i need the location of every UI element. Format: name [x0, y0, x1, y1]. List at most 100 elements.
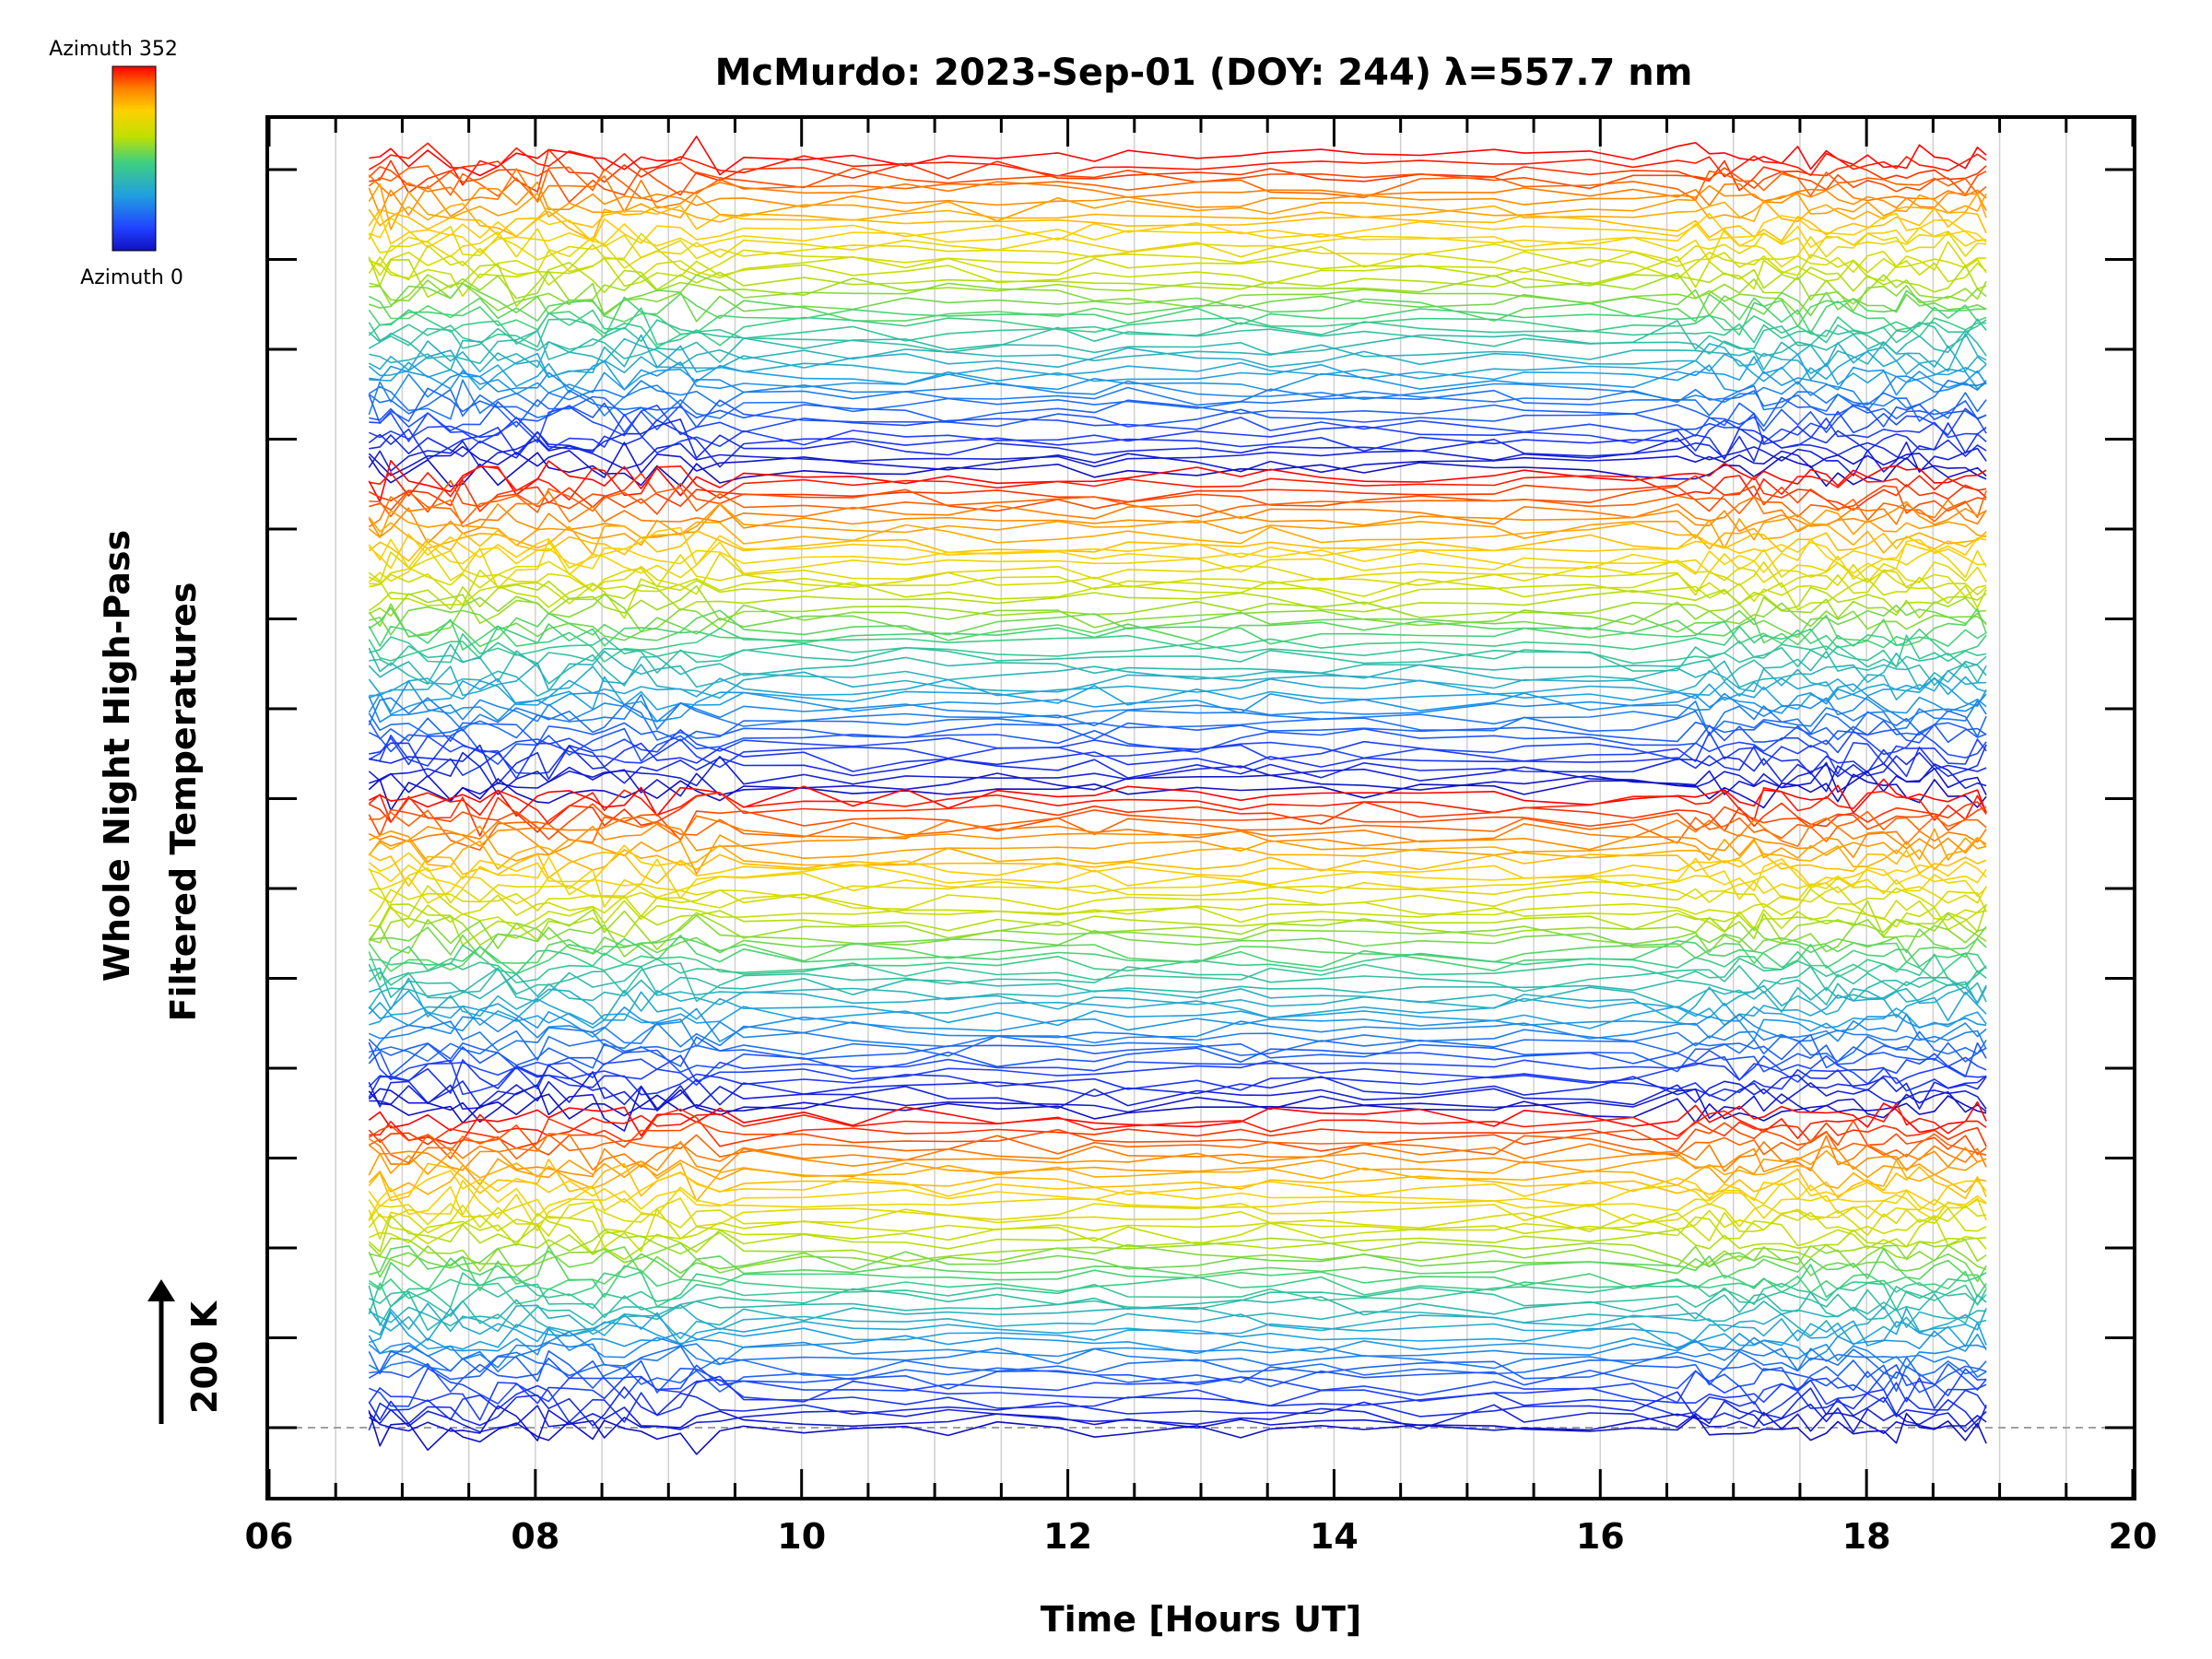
x-tick-label: 06	[245, 1516, 294, 1557]
series-line	[368, 1358, 1987, 1394]
series-line	[369, 361, 1987, 396]
series-line	[368, 676, 1987, 706]
x-tick-label: 20	[2109, 1516, 2158, 1557]
series-line	[369, 1030, 1987, 1063]
series-line	[368, 1159, 1987, 1202]
series-line	[368, 825, 1987, 875]
series-line	[368, 1065, 1987, 1110]
series-line	[368, 1345, 1987, 1379]
series-line	[369, 605, 1987, 641]
series-line	[368, 551, 1987, 598]
series-line	[368, 650, 1987, 697]
series-line	[369, 217, 1987, 253]
series-line	[368, 243, 1987, 286]
series-line	[368, 584, 1987, 624]
series-line	[368, 345, 1987, 391]
series-line	[369, 885, 1987, 921]
y-axis-title-line-2: Filtered Temperatures	[163, 582, 204, 1022]
series-line	[368, 1090, 1987, 1124]
series-line	[369, 353, 1987, 394]
series-line	[368, 500, 1987, 545]
series-line	[368, 1140, 1987, 1178]
series-line	[368, 1041, 1987, 1078]
series-line	[368, 1299, 1987, 1340]
series-line	[369, 909, 1987, 950]
series-line	[368, 371, 1987, 417]
series-line	[368, 1331, 1987, 1370]
series-line	[369, 900, 1987, 934]
series-line	[368, 1133, 1987, 1172]
series-line	[368, 787, 1987, 825]
colorbar-top-label: Azimuth 352	[49, 38, 178, 61]
scale-indicator: 200 K	[147, 1279, 225, 1424]
series-line	[368, 594, 1987, 638]
series-line	[368, 625, 1987, 663]
series-line	[368, 460, 1987, 502]
series-line	[368, 452, 1987, 488]
series-line	[368, 773, 1987, 811]
series-line	[368, 606, 1987, 648]
series-line	[368, 1003, 1987, 1042]
series-line	[368, 1400, 1987, 1433]
series-line	[369, 487, 1987, 524]
series-line	[368, 388, 1987, 422]
series-line	[368, 1212, 1987, 1255]
x-tick-label: 08	[511, 1516, 559, 1557]
series-line	[368, 867, 1987, 904]
series-line	[368, 953, 1987, 989]
series-line	[369, 641, 1987, 674]
series-line	[369, 925, 1987, 959]
series-line	[368, 580, 1987, 613]
series-line	[368, 849, 1987, 888]
series-line	[369, 990, 1987, 1030]
series-line	[368, 329, 1987, 365]
series-line	[368, 935, 1987, 981]
series-line	[368, 1386, 1987, 1428]
series-line	[368, 1375, 1987, 1421]
series-line	[368, 529, 1987, 562]
chart-title: McMurdo: 2023-Sep-01 (DOY: 244) λ=557.7 …	[715, 52, 1693, 94]
series-line	[368, 1307, 1987, 1350]
series-line	[368, 867, 1987, 908]
series-line	[368, 205, 1987, 242]
series-line	[368, 1230, 1987, 1273]
series-line	[368, 1302, 1987, 1337]
series-line	[368, 1170, 1987, 1207]
series-line	[368, 724, 1987, 765]
series-line	[368, 1120, 1987, 1159]
series-line	[368, 289, 1987, 327]
series-line	[368, 836, 1987, 871]
colorbar-bottom-label: Azimuth 0	[80, 266, 183, 289]
series-line	[368, 490, 1987, 533]
series-line	[368, 962, 1987, 1003]
colorbar-gradient	[112, 65, 157, 252]
series-line	[368, 914, 1987, 958]
series-line	[368, 166, 1987, 204]
series-line	[368, 414, 1987, 454]
series-line	[369, 282, 1987, 323]
x-tick-label: 10	[777, 1516, 826, 1557]
series-line	[368, 1405, 1987, 1441]
colorbar: Azimuth 352 Azimuth 0	[49, 38, 183, 289]
series-line	[368, 228, 1987, 263]
series-line	[368, 1410, 1987, 1455]
series-line	[369, 255, 1987, 298]
x-tick-label: 12	[1043, 1516, 1092, 1557]
series-line	[368, 516, 1987, 556]
series-line	[368, 1201, 1987, 1240]
series-line	[369, 274, 1987, 317]
series-line	[368, 1130, 1987, 1164]
series-line	[368, 256, 1987, 308]
series-line	[369, 662, 1987, 700]
series-line	[368, 1054, 1987, 1096]
series-line	[369, 977, 1987, 1023]
series-line	[368, 1180, 1987, 1232]
series-line	[368, 1100, 1987, 1137]
series-line	[368, 803, 1987, 841]
series-line	[368, 1084, 1987, 1132]
series-line	[369, 1311, 1987, 1350]
series-line	[368, 165, 1987, 203]
y-axis-title-line-1: Whole Night High-Pass	[97, 530, 137, 982]
series-line	[368, 1375, 1987, 1431]
series-line	[368, 886, 1987, 923]
